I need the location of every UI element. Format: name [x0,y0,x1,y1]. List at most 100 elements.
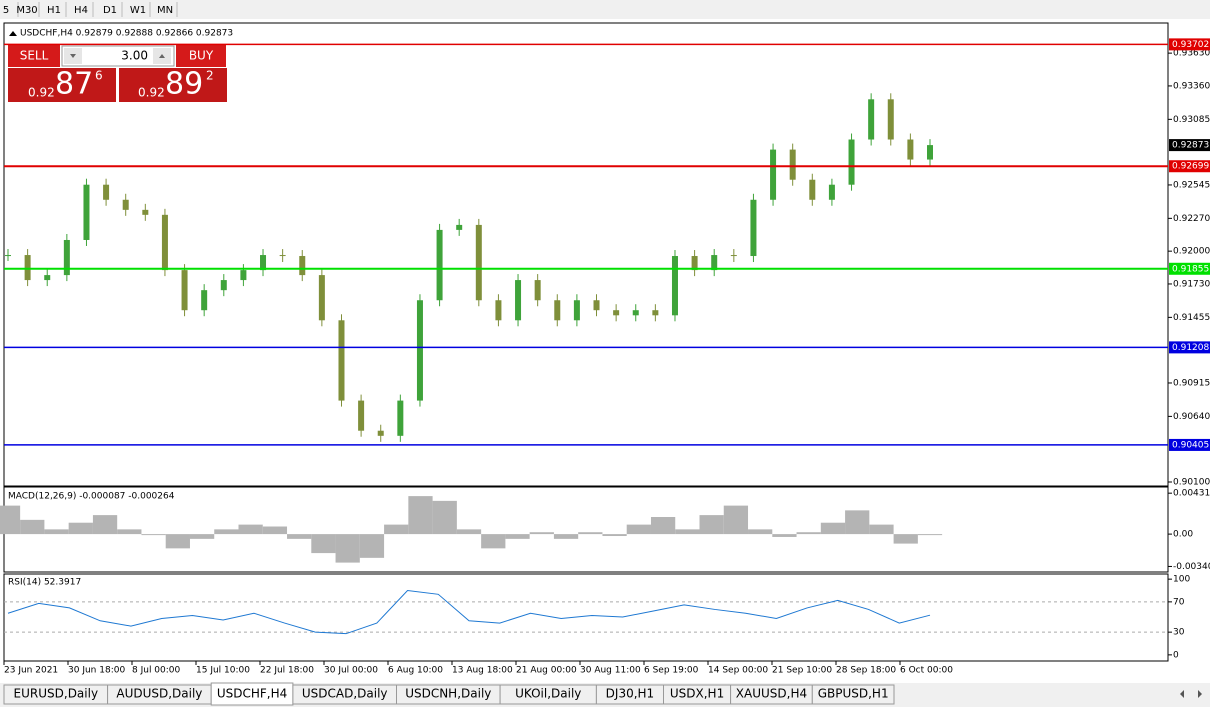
macd-bar [675,529,700,535]
bid-box[interactable] [8,68,116,102]
candle [789,149,796,180]
macd-bar [772,534,797,537]
timeframe-button[interactable]: D1 [103,5,117,16]
candle [358,400,365,431]
candle [5,255,11,257]
macd-label: MACD(12,26,9) -0.000087 -0.000264 [8,492,175,502]
macd-tick-label: 0.00 [1173,530,1193,540]
price-tick-label: 0.90640 [1173,412,1210,422]
macd-bar [189,534,215,539]
macd-bar [553,534,579,539]
price-tick-label: 0.90915 [1173,378,1210,388]
macd-panel [3,486,1169,573]
macd-bar [529,532,554,535]
timeframe-button[interactable]: H4 [74,5,88,16]
candle [63,239,70,276]
candle [83,184,90,240]
buy-button[interactable] [176,45,226,67]
rsi-panel [3,573,1169,662]
macd-bar [869,524,894,535]
time-label: 23 Jun 2021 [4,666,58,676]
candle [534,280,541,301]
time-label: 22 Jul 18:00 [260,666,314,676]
level-label: 0.90405 [1172,440,1209,450]
chart-tab[interactable] [811,684,895,705]
chart-tab-label[interactable]: USDCAD,Daily [302,687,388,701]
candle [593,300,600,311]
macd-bar [893,534,918,544]
macd-bar [0,505,21,535]
chart-tab-label[interactable]: USDCNH,Daily [405,687,491,701]
timeframe-button[interactable]: 5 [3,5,9,16]
candle [554,300,561,321]
timeframe-button[interactable]: W1 [130,5,146,16]
time-label: 15 Jul 10:00 [196,666,250,676]
current-price-tag [1169,139,1210,152]
trade-panel: SELL 3.00 BUY 0.92 87 6 0.92 89 2 [8,45,227,102]
timeframe-button[interactable]: MN [157,5,173,16]
bid-big-figure: 0.92 [28,86,55,100]
candle [887,99,894,140]
collapse-icon[interactable] [9,31,17,36]
chart-tab-label[interactable]: AUDUSD,Daily [116,687,202,701]
time-label: 21 Sep 10:00 [772,666,832,676]
rsi-tick-label: 70 [1173,597,1185,607]
candle [318,275,325,321]
level-label: 0.91208 [1172,343,1209,353]
candle [632,310,639,316]
candle [416,300,423,401]
level-tag [1169,341,1210,354]
macd-bar [238,524,263,535]
macd-bar [408,496,433,535]
rsi-tick-label: 0 [1173,650,1179,660]
candle [24,255,31,281]
sell-label: SELL [20,49,49,63]
candle [220,280,227,291]
macd-bar [335,534,360,563]
ask-pips: 89 [165,67,203,102]
chart-tab-label[interactable]: DJ30,H1 [606,687,655,701]
candle [181,270,188,311]
candle [456,224,463,230]
candle [652,310,659,316]
price-tick-label: 0.93085 [1173,115,1210,125]
candle [613,310,620,316]
chart-tab-label[interactable]: UKOil,Daily [515,687,581,701]
symbol-header: USDCHF,H4 0.92879 0.92888 0.92866 0.9287… [20,29,233,39]
ask-box[interactable] [119,68,227,102]
time-label: 6 Aug 10:00 [388,666,443,676]
level-label: 0.93702 [1172,40,1209,50]
chart-tab-label[interactable]: EURUSD,Daily [14,687,99,701]
rsi-label: RSI(14) 52.3917 [8,578,81,588]
candle [573,300,580,321]
macd-bar [141,534,166,536]
time-label: 30 Jul 00:00 [324,666,378,676]
macd-bar [456,529,482,535]
candle [436,229,443,301]
candle [142,209,149,215]
timeframe-button[interactable]: H1 [47,5,61,16]
macd-bar [699,515,724,535]
chart-tab-label[interactable]: XAUUSD,H4 [736,687,807,701]
time-label: 13 Aug 18:00 [452,666,513,676]
chart-tab-label[interactable]: USDCHF,H4 [217,687,287,701]
candle [44,275,51,281]
price-tick-label: 0.90100 [1173,477,1210,487]
chart-tab-label[interactable]: USDX,H1 [670,687,724,701]
macd-bar [20,519,45,535]
chart-tab-label[interactable]: GBPUSD,H1 [818,687,889,701]
sell-button[interactable] [8,45,60,67]
candle [201,290,208,311]
timeframe-button[interactable]: M30 [16,5,37,16]
macd-bar [602,534,627,537]
candle [240,270,247,281]
time-label: 8 Jul 00:00 [132,666,181,676]
ask-big-figure: 0.92 [138,86,165,100]
candle [770,149,777,200]
price-tick-label: 0.91455 [1173,313,1210,323]
lots-input[interactable] [61,45,175,67]
macd-bar [723,505,749,535]
rsi-tick-label: 100 [1173,575,1190,585]
